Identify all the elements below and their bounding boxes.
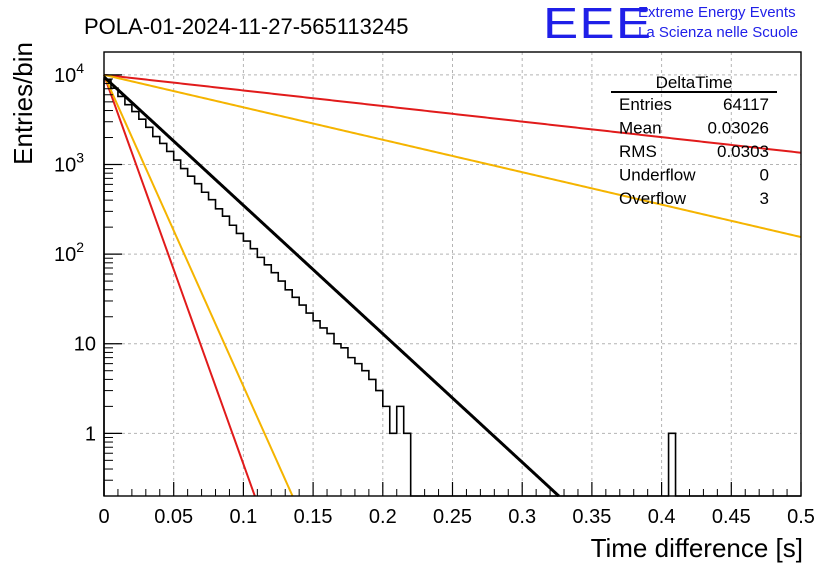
stats-value: 0.0303 <box>717 142 769 161</box>
y-tick-label: 102 <box>54 239 84 266</box>
x-tick-label: 0.5 <box>787 506 815 528</box>
stats-label: RMS <box>619 142 657 161</box>
brand-line-2: La Scienza nelle Scuole <box>638 24 799 41</box>
stats-value: 64117 <box>723 95 769 114</box>
stats-title: DeltaTime <box>656 73 733 92</box>
stats-label: Entries <box>619 95 672 114</box>
x-tick-label: 0.25 <box>433 506 472 528</box>
stats-label: Mean <box>619 119 662 138</box>
series-curve-2 <box>103 73 802 154</box>
x-tick-label: 0.45 <box>712 506 751 528</box>
x-tick-label: 0.15 <box>294 506 333 528</box>
series-curve-3 <box>103 74 256 497</box>
x-tick-label: 0.1 <box>229 506 257 528</box>
series-curve-5 <box>103 74 294 497</box>
stats-label: Underflow <box>619 166 696 185</box>
y-tick-label: 104 <box>54 60 84 87</box>
stats-box: DeltaTime Entries 64117 Mean 0.03026 RMS 0.03… <box>611 73 777 208</box>
brand-line-1: Extreme Energy Events <box>638 4 796 21</box>
axis-ticks <box>103 74 802 497</box>
grid <box>104 52 801 496</box>
fit-curves <box>103 73 802 497</box>
x-tick-label: 0.05 <box>154 506 193 528</box>
y-tick-label: 1 <box>85 423 96 445</box>
series-curve-1 <box>102 75 560 498</box>
stats-value: 3 <box>760 189 769 208</box>
y-tick-label: 10 <box>74 334 96 356</box>
tick-labels: 0 0.05 0.1 0.15 0.2 0.25 0.3 0.35 0.4 0.45 0.5 1 10 1… <box>54 60 815 528</box>
y-tick-label: 103 <box>54 149 84 176</box>
series-curve-4 <box>103 73 802 239</box>
stats-value: 0.03026 <box>708 119 769 138</box>
stats-label: Overflow <box>619 189 687 208</box>
y-axis-label: Entries/bin <box>8 42 38 165</box>
x-tick-label: 0.2 <box>369 506 397 528</box>
stats-value: 0 <box>760 166 769 185</box>
x-tick-label: 0 <box>98 506 109 528</box>
chart-title: POLA-01-2024-11-27-565113245 <box>84 14 409 39</box>
x-tick-label: 0.4 <box>648 506 676 528</box>
x-tick-label: 0.35 <box>572 506 611 528</box>
x-tick-label: 0.3 <box>508 506 536 528</box>
x-axis-label: Time difference [s] <box>591 533 803 563</box>
eee-logo: EEE <box>543 0 653 48</box>
eee-brand: EEE Extreme Energy Events La Scienza nel… <box>543 2 833 46</box>
